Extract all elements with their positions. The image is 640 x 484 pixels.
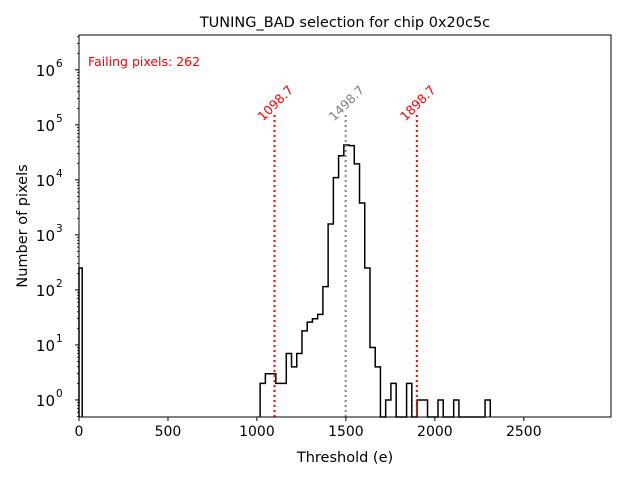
x-tick-label: 500	[155, 424, 182, 440]
y-tick-exponent: 5	[56, 113, 63, 125]
histogram-bin	[297, 353, 302, 417]
y-tick-exponent: 6	[56, 58, 63, 70]
y-tick-label: 10	[36, 62, 55, 80]
x-tick-label: 1500	[328, 424, 364, 440]
x-tick-label: 0	[75, 424, 84, 440]
y-tick-exponent: 2	[56, 278, 63, 290]
y-tick-label: 10	[36, 282, 55, 300]
chart-title: TUNING_BAD selection for chip 0x20c5c	[199, 15, 490, 31]
histogram-bin	[354, 164, 359, 417]
histogram-bin	[365, 268, 370, 417]
histogram-bin	[307, 322, 312, 417]
plot-frame	[78, 34, 612, 418]
y-tick-label: 10	[36, 392, 55, 410]
histogram-bin	[292, 367, 297, 417]
histogram-bin	[286, 353, 291, 417]
histogram-bin	[312, 319, 317, 417]
histogram-step-line	[259, 144, 492, 418]
histogram-bin	[276, 383, 281, 417]
histogram-bin	[302, 331, 307, 417]
histogram-bin	[360, 203, 365, 417]
histogram-bin	[422, 400, 427, 417]
histogram-bin	[323, 287, 328, 417]
histogram-bin	[407, 383, 412, 417]
histogram-bin	[454, 400, 459, 417]
y-tick-exponent: 3	[56, 223, 63, 235]
y-tick-label: 10	[36, 117, 55, 135]
histogram-bin	[328, 224, 333, 417]
x-axis-label: Threshold (e)	[296, 450, 393, 466]
x-tick-label: 2500	[506, 424, 542, 440]
histogram-bin	[375, 367, 380, 417]
histogram-bin	[417, 400, 422, 417]
histogram-bin	[391, 383, 396, 417]
histogram-bin	[349, 146, 354, 417]
y-tick-label: 10	[36, 172, 55, 190]
threshold-label: 1098.7	[255, 82, 297, 124]
histogram-bin	[333, 178, 338, 417]
x-tick-label: 1000	[239, 424, 275, 440]
histogram-bin	[339, 156, 344, 417]
histogram-bin	[265, 374, 270, 417]
histogram-bin	[281, 383, 286, 417]
y-tick-exponent: 1	[56, 333, 63, 345]
y-tick-exponent: 4	[56, 168, 63, 180]
histogram-bin	[485, 400, 490, 417]
histogram-bin	[318, 314, 323, 417]
histogram-bin	[438, 400, 443, 417]
histogram-bin	[260, 383, 265, 417]
histogram-bin	[370, 347, 375, 417]
failing-pixels-annotation: Failing pixels: 262	[88, 54, 200, 69]
threshold-label: 1498.7	[326, 82, 368, 124]
histogram-bin	[386, 400, 391, 417]
y-tick-label: 10	[36, 227, 55, 245]
threshold-label: 1898.7	[397, 82, 439, 124]
x-tick-label: 2000	[417, 424, 453, 440]
y-axis-label: Number of pixels	[15, 164, 31, 287]
y-tick-label: 10	[36, 337, 55, 355]
y-tick-exponent: 0	[56, 388, 63, 400]
